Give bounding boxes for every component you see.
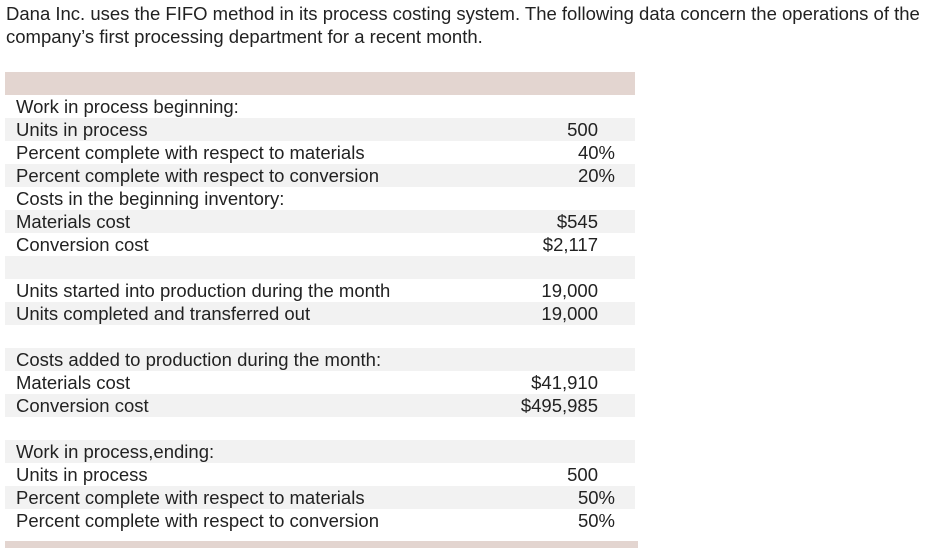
table-row: Costs in the beginning inventory:: [5, 187, 635, 210]
row-label: Units started into production during the…: [16, 280, 391, 301]
row-label: Units in process: [16, 119, 148, 140]
row-label: Units completed and transferred out: [16, 303, 311, 324]
row-value: 40%: [577, 142, 615, 163]
table-row: Materials cost $41,910: [5, 371, 635, 394]
row-label: Materials cost: [16, 211, 131, 232]
table-row: Percent complete with respect to convers…: [5, 509, 635, 532]
row-value: 20%: [577, 165, 615, 186]
table-body: Work in process beginning: Units in proce…: [5, 95, 635, 532]
header-band: [5, 72, 635, 95]
row-value: $41,910: [531, 372, 598, 393]
row-label: Costs added to production during the mon…: [16, 349, 382, 370]
row-value: 19,000: [541, 280, 598, 301]
row-label: Work in process beginning:: [16, 96, 239, 117]
table-row: Units started into production during the…: [5, 279, 635, 302]
row-value: 500: [567, 464, 598, 485]
spacer-row: [5, 417, 635, 440]
row-label: Materials cost: [16, 372, 131, 393]
table-row: Materials cost $545: [5, 210, 635, 233]
row-value: $2,117: [542, 234, 598, 255]
row-label: Conversion cost: [16, 395, 149, 416]
table-row: Work in process beginning:: [5, 95, 635, 118]
table-row: Units completed and transferred out 19,00…: [5, 302, 635, 325]
table-row: Percent complete with respect to convers…: [5, 164, 635, 187]
intro-text: Dana Inc. uses the FIFO method in its pr…: [6, 3, 920, 47]
table-row: Conversion cost $495,985: [5, 394, 635, 417]
table-row: Percent complete with respect to materia…: [5, 141, 635, 164]
row-label: Units in process: [16, 464, 148, 485]
table-row: Units in process 500: [5, 463, 635, 486]
spacer-row: [5, 256, 635, 279]
row-label: Percent complete with respect to materia…: [16, 142, 365, 163]
row-value: 50%: [577, 487, 615, 508]
footer-band: [5, 541, 638, 548]
row-value: 19,000: [541, 303, 598, 324]
row-value: $545: [556, 211, 598, 232]
table-row: Percent complete with respect to materia…: [5, 486, 635, 509]
row-label: Costs in the beginning inventory:: [16, 188, 285, 209]
row-value: $495,985: [520, 395, 598, 416]
row-value: 50%: [577, 510, 615, 531]
row-value: 500: [567, 119, 598, 140]
table-row: Conversion cost $2,117: [5, 233, 635, 256]
table-row: Costs added to production during the mon…: [5, 348, 635, 371]
row-label: Percent complete with respect to materia…: [16, 487, 365, 508]
table-row: Units in process 500: [5, 118, 635, 141]
table-row: Work in process,ending:: [5, 440, 635, 463]
spacer-row: [5, 325, 635, 348]
row-label: Work in process,ending:: [16, 441, 215, 462]
data-table: Work in process beginning: Units in proce…: [5, 72, 638, 548]
row-label: Percent complete with respect to convers…: [16, 165, 379, 186]
row-label: Percent complete with respect to convers…: [16, 510, 379, 531]
row-label: Conversion cost: [16, 234, 149, 255]
